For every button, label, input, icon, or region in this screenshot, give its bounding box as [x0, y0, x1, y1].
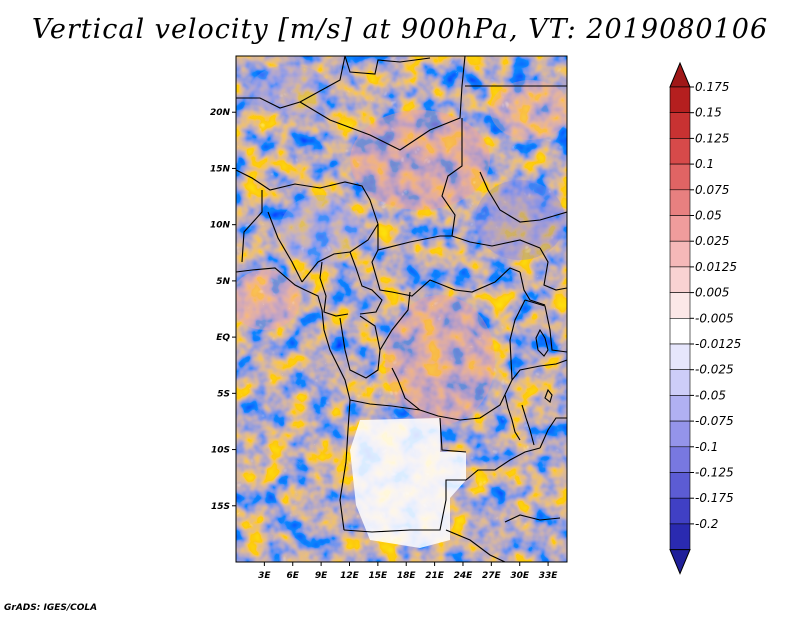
colorbar-swatch [669, 163, 691, 191]
map-frame [235, 55, 568, 563]
colorbar-swatch [669, 472, 691, 499]
colorbar-swatch [669, 215, 691, 242]
lon-tick-label: 24E [454, 571, 474, 581]
colorbar-label: -0.005 [695, 311, 734, 325]
lat-tick-label: 10S [211, 446, 230, 456]
lon-tick-label: 3E [258, 571, 271, 581]
colorbar-label: 0.075 [695, 183, 729, 197]
colorbar-swatch [669, 395, 691, 422]
velocity-field [236, 56, 567, 562]
colorbar-swatch [669, 112, 691, 139]
lon-tick-label: 21E [425, 571, 445, 581]
colorbar-label: -0.2 [695, 517, 718, 531]
colorbar-swatch [669, 240, 691, 268]
lat-tick-label: 15N [210, 164, 231, 174]
colorbar-label: 0.005 [695, 286, 729, 300]
axis-ticks: 20N 15N 10N 5N EQ 5S 10S 15S 3E 6E 9E 12E 15E 18E 21E 2… [210, 108, 558, 581]
lon-tick-label: 30E [510, 571, 530, 581]
lat-tick-label: 15S [211, 502, 230, 512]
lon-tick-label: 15E [369, 571, 389, 581]
country-borders [236, 56, 567, 562]
colorbar-swatch [669, 420, 691, 448]
lon-tick-label: 6E [287, 571, 300, 581]
colorbar-label: -0.1 [695, 440, 718, 454]
colorbar-top-arrow [669, 61, 691, 88]
colorbar-swatch [669, 138, 691, 165]
colorbar-swatch [669, 317, 691, 345]
colorbar-label: 0.125 [695, 131, 729, 145]
chart-title: Vertical velocity [m/s] at 900hPa, VT: 2… [31, 14, 769, 45]
colorbar-swatch [669, 523, 691, 550]
lat-tick-label: 20N [210, 108, 231, 118]
colorbar-swatch [669, 292, 691, 319]
lon-tick-label: 18E [397, 571, 417, 581]
colorbar-label: -0.0125 [695, 337, 741, 351]
colorbar-label: 0.05 [695, 209, 722, 223]
colorbar-label: 0.15 [695, 106, 722, 120]
lat-tick-label: EQ [216, 333, 230, 343]
colorbar-label: -0.175 [695, 491, 734, 505]
colorbar-label: -0.025 [695, 363, 734, 377]
colorbar-label: 0.175 [695, 80, 729, 94]
colorbar-label: -0.075 [695, 414, 734, 428]
colorbar-swatch [669, 497, 691, 525]
lat-tick-label: 5S [217, 389, 230, 399]
lon-tick-label: 27E [482, 571, 502, 581]
lon-tick-label: 33E [539, 571, 559, 581]
lon-tick-label: 12E [340, 571, 360, 581]
colorbar-label: -0.05 [695, 388, 726, 402]
lat-tick-label: 10N [210, 221, 231, 231]
lat-tick-label: 5N [216, 277, 230, 287]
colorbar-swatch [669, 266, 691, 293]
colorbar-swatch [669, 369, 691, 396]
colorbar-swatch [669, 446, 691, 473]
colorbar-bottom-arrow [669, 549, 691, 575]
colorbar-label: 0.025 [695, 234, 729, 248]
colorbar: 0.175 0.15 0.125 0.1 0.075 0.05 0.025 0.0125 0.0… [669, 61, 741, 575]
colorbar-swatch [669, 343, 691, 371]
colorbar-swatch [669, 189, 691, 216]
colorbar-label: -0.125 [695, 466, 734, 480]
colorbar-label: 0.0125 [695, 260, 737, 274]
software-credit: GrADS: IGES/COLA [4, 603, 98, 613]
colorbar-label: 0.1 [695, 157, 714, 171]
lon-tick-label: 9E [315, 571, 328, 581]
colorbar-swatch [669, 86, 691, 114]
